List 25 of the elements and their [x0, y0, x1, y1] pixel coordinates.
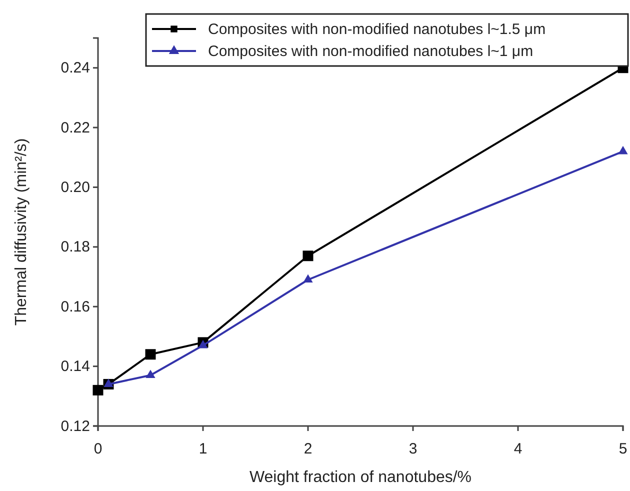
x-tick-label: 2 [304, 440, 312, 458]
point [618, 146, 628, 154]
x-tick-label: 3 [408, 440, 418, 458]
y-tick-label: 0.12 [60, 418, 90, 435]
legend-label: Composites with non-modified nanotubes l~1.5 μm [208, 21, 546, 38]
point [104, 378, 114, 387]
point [198, 340, 208, 348]
x-axis-title: Weight fraction of nanotubes/% [249, 469, 472, 486]
y-tick-label: 0.14 [60, 358, 90, 376]
y-tick-label: 0.18 [60, 238, 90, 256]
point [92, 384, 104, 396]
y-axis-title: Thermal diffusivity (min²/s) [13, 138, 30, 326]
x-tick-label: 4 [514, 440, 522, 458]
x-tick-label: 0 [94, 440, 102, 458]
point [146, 370, 156, 378]
y-tick-label: 0.22 [60, 119, 90, 136]
point [303, 274, 313, 283]
y-tick-label: 0.24 [60, 60, 90, 77]
x-tick-label: 1 [198, 440, 208, 458]
legend-label: Composites with non-modified nanotubes l~1 μm [208, 43, 534, 60]
point [145, 349, 156, 360]
point [302, 250, 314, 262]
y-tick-label: 0.20 [60, 179, 90, 196]
y-tick-label: 0.16 [60, 298, 90, 316]
x-tick-label: 5 [618, 440, 628, 458]
